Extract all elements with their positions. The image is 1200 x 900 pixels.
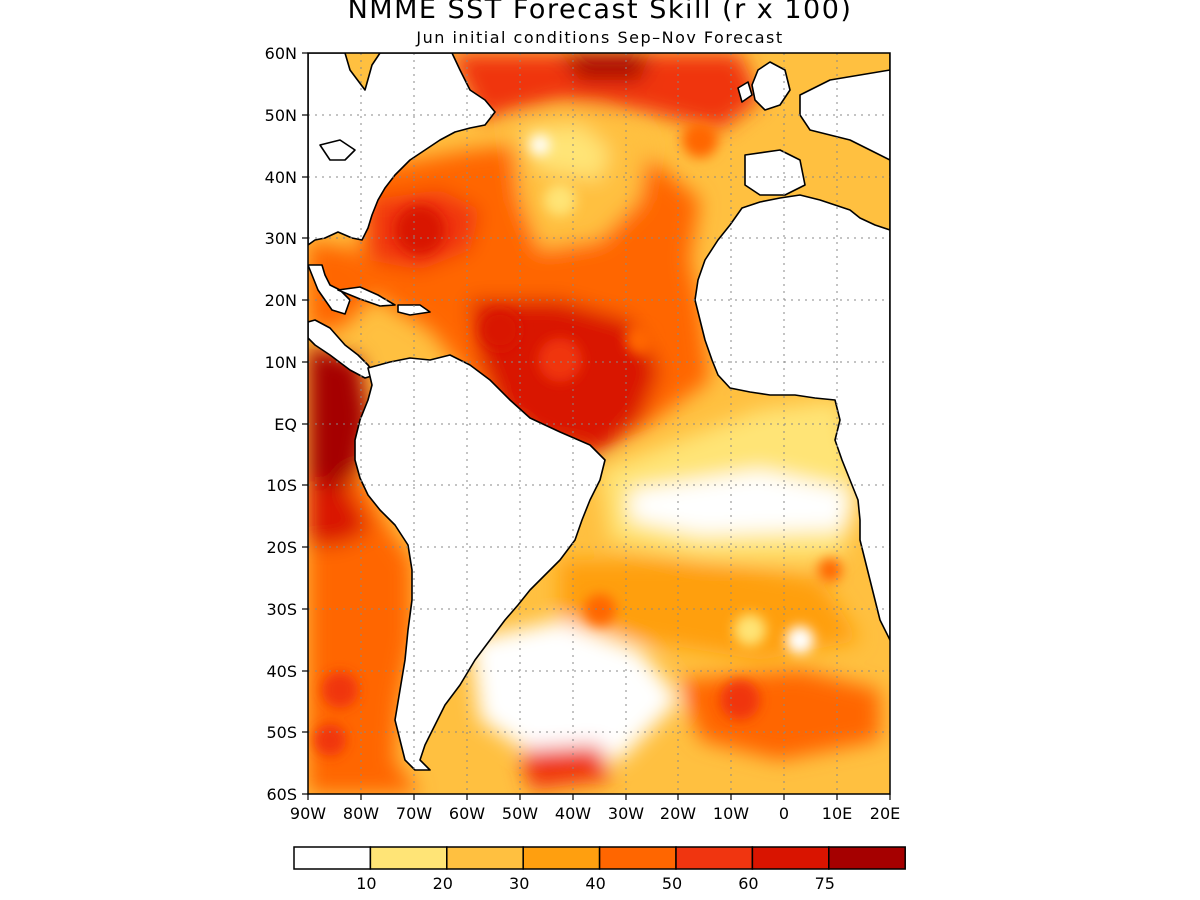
lon-label: 10W [713, 804, 749, 823]
region-east-pacific-south [308, 470, 420, 794]
colorbar-label: 20 [433, 874, 453, 893]
colorbar-label: 40 [585, 874, 605, 893]
colorbar-label: 60 [738, 874, 758, 893]
colorbar: 10 20 30 40 50 60 75 [293, 846, 906, 893]
hispaniola [397, 304, 431, 316]
cuba [337, 286, 396, 307]
lat-label: 30S [266, 600, 297, 619]
lat-label: 20N [265, 291, 297, 310]
lat-label: 60S [266, 785, 297, 804]
colorbar-swatch [369, 846, 448, 870]
lon-label: 40W [555, 804, 591, 823]
colorbar-swatch [598, 846, 677, 870]
region-se-atlantic-white [630, 470, 850, 535]
colorbar-label: 75 [815, 874, 835, 893]
spot [530, 135, 550, 155]
region-mid-south [560, 560, 860, 660]
lon-label: 20W [660, 804, 696, 823]
spot [395, 205, 445, 255]
lon-label: 20E [870, 804, 900, 823]
british-isles [751, 61, 791, 111]
colorbar-swatch [751, 846, 830, 870]
lon-label: 90W [290, 804, 326, 823]
spot [734, 614, 766, 646]
lon-label: 70W [396, 804, 432, 823]
colorbar-swatch [293, 846, 372, 870]
colorbar-label: 10 [356, 874, 376, 893]
land [308, 53, 890, 771]
lat-label: 20S [266, 538, 297, 557]
south-america [354, 354, 606, 771]
lat-label: 40N [265, 168, 297, 187]
lon-label: 30W [608, 804, 644, 823]
ireland [737, 81, 753, 103]
colorbar-label: 30 [509, 874, 529, 893]
colorbar-swatch [675, 846, 754, 870]
lon-labels: 90W 80W 70W 60W 50W 40W 30W 20W 10W 0 10… [290, 804, 900, 823]
tick-marks [302, 52, 891, 800]
colorbar-swatch [446, 846, 524, 870]
lat-label: 60N [265, 44, 297, 63]
europe [799, 69, 890, 161]
gridlines [308, 53, 890, 794]
spot [544, 184, 576, 216]
region-south-white [470, 620, 680, 760]
region-gulf [308, 240, 380, 330]
central-america-south [308, 319, 376, 379]
africa [694, 53, 890, 641]
north-america [308, 53, 496, 246]
lat-label: 50S [266, 723, 297, 742]
lat-label: 10S [266, 476, 297, 495]
spot [626, 326, 654, 354]
spot [720, 680, 760, 720]
region-north-high [450, 53, 760, 130]
lon-label: 50W [502, 804, 538, 823]
spot [322, 672, 358, 708]
lon-label: 60W [449, 804, 485, 823]
region-south-red [520, 745, 610, 790]
map-subtitle: Jun initial conditions Sep–Nov Forecast [416, 28, 784, 47]
lat-label: EQ [274, 415, 297, 434]
spot [786, 626, 814, 654]
lat-labels: 60N 50N 40N 30N 20N 10N EQ 10S 20S 30S 4… [265, 44, 297, 804]
map-title: NMME SST Forecast Skill (r x 100) [347, 0, 853, 25]
lat-label: 30N [265, 229, 297, 248]
colorbar-label: 50 [662, 874, 682, 893]
spot [538, 338, 582, 382]
colorbar-swatch [828, 846, 906, 870]
great-lakes [319, 139, 356, 161]
lon-label: 80W [343, 804, 379, 823]
colorbar-swatch [522, 846, 601, 870]
spot [682, 122, 718, 158]
spot [584, 594, 616, 626]
spot [480, 310, 520, 350]
lon-label: 10E [822, 804, 852, 823]
lon-label: 0 [779, 804, 789, 823]
spot [314, 724, 346, 756]
region-north-darkest [560, 53, 650, 80]
lat-label: 10N [265, 353, 297, 372]
iberia [744, 149, 806, 196]
lat-label: 50N [265, 106, 297, 125]
skill-field [308, 53, 890, 794]
lat-label: 40S [266, 662, 297, 681]
spot [818, 558, 842, 582]
region-east-pacific-mid [308, 480, 370, 545]
